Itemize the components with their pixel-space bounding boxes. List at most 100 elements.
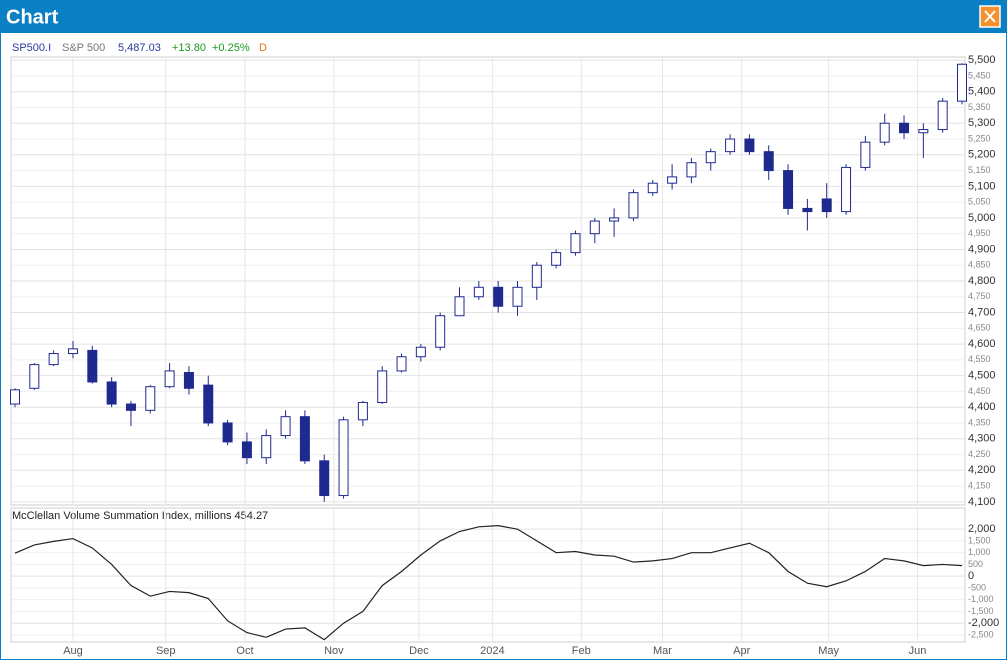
candle-body [647,182,658,194]
candle-body [667,176,678,184]
candle-body [879,122,890,143]
candle-body [570,233,581,254]
x-tick-label: Apr [733,645,750,657]
candle-body [299,416,310,462]
y-tick-label: 5,100 [968,180,996,192]
candle-body [319,460,330,497]
candle-body [241,441,252,459]
candle-body [937,100,948,131]
instrument-name: S&P 500 [62,42,105,54]
candle-body [48,353,59,366]
indicator-line [14,525,963,641]
y-tick-label: 4,150 [968,480,991,490]
candle-body [261,435,272,459]
candle-body [512,286,523,307]
candle-body [145,386,156,411]
y-tick-label: 4,900 [968,243,996,255]
candle-body [725,138,736,153]
candle-body [338,419,349,497]
candle-body [473,286,484,298]
indicator-title: McClellan Volume Summation Index, millio… [12,510,268,522]
y-tick-label: 4,950 [968,228,991,238]
y-tick-label: 4,650 [968,323,991,333]
y-tick-label: 1,500 [968,535,991,545]
candle-body [435,315,446,348]
y-tick-label: -2,500 [968,629,994,639]
candle-body [29,364,40,389]
window-title: Chart [6,6,59,28]
x-tick-label: Aug [63,645,83,657]
y-tick-label: 5,400 [968,86,996,98]
x-tick-label: Mar [653,645,672,657]
y-tick-label: 0 [968,570,974,582]
candle-body [551,252,562,266]
y-tick-label: 1,000 [968,547,991,557]
y-tick-label: -1,500 [968,606,994,616]
y-tick-label: 4,800 [968,275,996,287]
y-tick-label: 2,000 [968,523,996,535]
candle-body [918,129,929,134]
candle-body [222,422,233,443]
candle-body [67,348,78,355]
x-tick-label: Sep [156,645,176,657]
candle-body [106,381,117,405]
candle-body [589,220,600,235]
indicator-panel [10,507,966,643]
y-tick-label: 5,500 [968,54,996,66]
candle-body [531,264,542,288]
title-bar [0,0,1007,33]
candle-body [957,63,967,102]
candle-body [454,296,465,317]
price-change-pct: +0.25% [212,42,250,54]
candle-body [203,384,214,424]
y-tick-label: 5,350 [968,102,991,112]
candle-body [87,349,98,383]
x-tick-label: Jun [909,645,927,657]
candle-body [841,166,852,213]
y-tick-label: 5,250 [968,133,991,143]
candle-body [609,217,620,222]
candle-body [10,389,20,405]
y-tick-label: 4,350 [968,417,991,427]
y-tick-label: 500 [968,559,983,569]
y-tick-label: 5,000 [968,212,996,224]
y-tick-label: 4,700 [968,306,996,318]
candle-body [164,370,175,388]
y-tick-label: 5,200 [968,149,996,161]
candle-body [125,403,136,411]
y-tick-label: 4,400 [968,401,996,413]
x-tick-label: Oct [236,645,253,657]
candle-body [705,151,716,164]
candle-body [396,356,407,372]
candle-body [802,207,813,213]
close-button[interactable] [979,5,1001,28]
candle-body [628,192,639,219]
x-tick-label: 2024 [480,645,504,657]
x-tick-label: Dec [409,645,429,657]
y-tick-label: 4,100 [968,496,996,508]
candle-body [686,162,697,178]
y-tick-label: 5,050 [968,197,991,207]
grid [11,57,965,642]
y-tick-label: 5,150 [968,165,991,175]
last-price: 5,487.03 [118,42,161,54]
candle-body [899,122,910,134]
x-tick-label: Nov [324,645,344,657]
y-tick-label: 4,550 [968,354,991,364]
price-change: +13.80 [172,42,206,54]
candle-body [183,371,194,389]
x-tick-label: Feb [572,645,591,657]
candle-body [357,401,368,421]
y-tick-label: 4,450 [968,386,991,396]
y-tick-label: -500 [968,582,986,592]
y-tick-label: -2,000 [968,617,999,629]
y-tick-label: 5,300 [968,117,996,129]
candle-body [280,416,291,437]
y-tick-label: -1,000 [968,594,994,604]
candle-body [821,198,832,213]
x-tick-label: May [818,645,839,657]
y-tick-label: 4,750 [968,291,991,301]
y-tick-label: 4,250 [968,449,991,459]
